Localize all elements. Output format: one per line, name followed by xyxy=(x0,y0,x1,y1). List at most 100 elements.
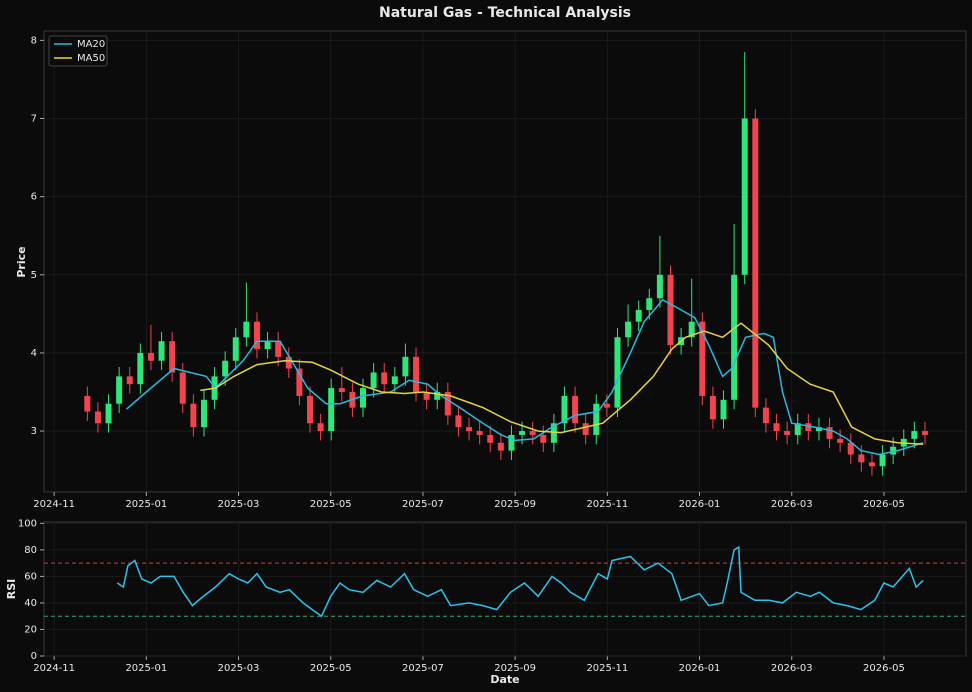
x-tick-label: 2026-05 xyxy=(863,499,905,510)
candle-body xyxy=(94,411,101,424)
candle-body xyxy=(200,399,207,428)
y-tick-label: 4 xyxy=(31,348,37,359)
plot-area xyxy=(43,521,967,657)
x-tick-label: 2025-07 xyxy=(402,499,444,510)
candle-body xyxy=(413,356,420,392)
candle-body xyxy=(253,321,260,350)
candle-body xyxy=(858,454,865,463)
y-tick-label: 60 xyxy=(24,571,37,582)
candle-body xyxy=(455,415,462,428)
candle-body xyxy=(762,407,769,424)
y-tick-label: 20 xyxy=(24,624,37,635)
line xyxy=(126,298,924,456)
line xyxy=(200,322,924,446)
candle-body xyxy=(773,423,780,432)
candle-body xyxy=(519,431,526,435)
candle-body xyxy=(868,462,875,467)
candle-body xyxy=(381,372,388,385)
candle-body xyxy=(476,431,483,435)
candle-body xyxy=(444,391,451,416)
x-tick-label: 2025-03 xyxy=(218,663,260,674)
candle-body xyxy=(614,337,621,408)
x-tick-label: 2024-11 xyxy=(33,663,75,674)
candle-body xyxy=(784,431,791,435)
line xyxy=(116,545,924,618)
x-tick-label: 2026-03 xyxy=(771,663,813,674)
legend-label: MA20 xyxy=(77,39,105,50)
candle-body xyxy=(137,352,144,385)
y-tick-label: 8 xyxy=(31,35,37,46)
legend-label: MA50 xyxy=(77,53,105,64)
y-tick-label: 80 xyxy=(24,545,37,556)
candle-body xyxy=(243,321,250,338)
candle-body xyxy=(147,352,154,361)
candle-body xyxy=(466,427,473,432)
candle-body xyxy=(890,446,897,455)
candle-body xyxy=(487,434,494,443)
candle-body xyxy=(285,356,292,369)
y-tick-label: 6 xyxy=(31,192,37,203)
candle-body xyxy=(275,341,282,357)
candle-body xyxy=(105,403,112,424)
chart-title: Natural Gas - Technical Analysis xyxy=(379,5,631,21)
x-tick-label: 2024-11 xyxy=(33,499,75,510)
x-tick-label: 2025-01 xyxy=(125,663,167,674)
x-tick-label: 2025-03 xyxy=(218,499,260,510)
x-tick-label: 2025-09 xyxy=(494,499,536,510)
candle-body xyxy=(402,356,409,377)
candle-body xyxy=(158,341,165,361)
x-tick-label: 2025-05 xyxy=(310,499,352,510)
candle-body xyxy=(921,431,928,435)
x-tick-label: 2026-01 xyxy=(679,499,721,510)
candle-body xyxy=(179,372,186,404)
candle-body xyxy=(296,368,303,396)
candle-body xyxy=(752,118,759,408)
candle-body xyxy=(741,118,748,275)
candle-body xyxy=(720,399,727,420)
y-axis-label: RSI xyxy=(5,579,18,600)
plot-area xyxy=(43,30,967,493)
y-tick-label: 100 xyxy=(18,518,37,529)
candle-body xyxy=(847,442,854,455)
candle-body xyxy=(540,434,547,443)
candle-body xyxy=(338,388,345,392)
candle-body xyxy=(561,395,568,424)
candle-body xyxy=(815,427,822,432)
x-tick-label: 2025-05 xyxy=(310,663,352,674)
candle-body xyxy=(508,434,515,451)
candle-body xyxy=(805,423,812,432)
candle-body xyxy=(190,403,197,428)
candle-body xyxy=(572,395,579,424)
candle-body xyxy=(222,360,229,377)
x-tick-label: 2025-09 xyxy=(494,663,536,674)
candle-body xyxy=(317,423,324,432)
candle-body xyxy=(328,388,335,432)
y-tick-label: 5 xyxy=(31,270,37,281)
x-tick-label: 2026-01 xyxy=(679,663,721,674)
y-tick-label: 7 xyxy=(31,114,37,125)
candle-body xyxy=(625,321,632,338)
x-axis-label: Date xyxy=(490,673,519,686)
x-tick-label: 2025-11 xyxy=(586,663,628,674)
candle-body xyxy=(370,372,377,389)
candle-body xyxy=(794,423,801,435)
candle-body xyxy=(169,341,176,373)
candle-body xyxy=(837,438,844,443)
candle-body xyxy=(84,395,91,412)
y-tick-label: 3 xyxy=(31,426,37,437)
candle-body xyxy=(603,403,610,408)
candle-body xyxy=(264,341,271,350)
candle-body xyxy=(656,274,663,299)
candle-body xyxy=(911,431,918,439)
candle-body xyxy=(879,454,886,467)
candle-body xyxy=(497,442,504,451)
candle-body xyxy=(826,427,833,439)
candle-body xyxy=(116,376,123,404)
candle-body xyxy=(709,395,716,420)
candle-body xyxy=(232,337,239,361)
x-tick-label: 2026-05 xyxy=(863,663,905,674)
candle-body xyxy=(635,309,642,322)
candle-body xyxy=(699,321,706,396)
